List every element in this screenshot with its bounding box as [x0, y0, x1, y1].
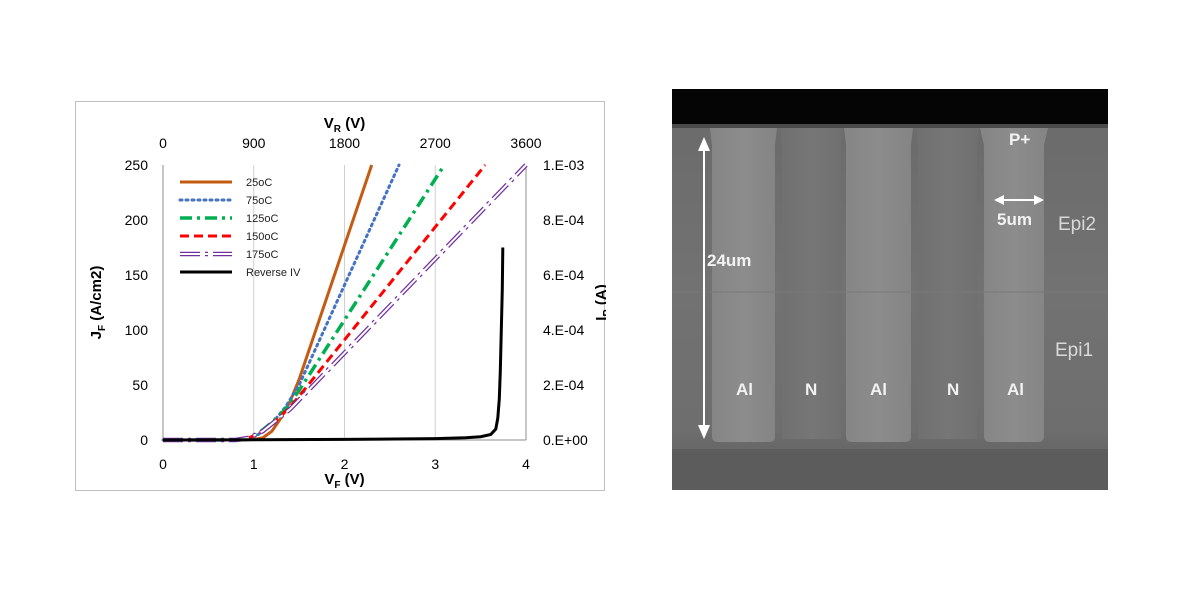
- y2-axis-title: IR (A): [593, 284, 606, 320]
- width-arrow-head-right: [1034, 195, 1044, 205]
- depth-arrow-head-bottom: [698, 425, 710, 439]
- legend-label: 25oC: [246, 177, 272, 189]
- al-pillar: [844, 128, 913, 442]
- al-pillar: [980, 128, 1048, 442]
- y2-tick-label: 4.E-04: [543, 322, 584, 338]
- series-line: [162, 247, 505, 442]
- width-arrow-head-left: [994, 195, 1004, 205]
- y-axis-title: JF (A/cm2): [88, 266, 108, 340]
- y2-tick-label: 1.E-03: [543, 157, 584, 173]
- y2-tick-label: 2.E-04: [543, 377, 584, 393]
- y-tick-label: 100: [125, 322, 149, 338]
- y2-tick-label: 0.E+00: [543, 432, 588, 448]
- epi1-label: Epi1: [1055, 340, 1094, 361]
- legend-label: 150oC: [246, 231, 278, 243]
- iv-chart: 0 1 2 3 4 0 900 1800 2700 3600 0 50 100 150 200 250 0.E+…: [88, 115, 606, 491]
- sem-substrate-layer: [672, 449, 1108, 490]
- x-tick-label: 0: [159, 456, 167, 472]
- y2-tick-label: 8.E-04: [543, 212, 584, 228]
- p-plus-label: P+: [1009, 130, 1031, 149]
- x-tick-label: 2: [341, 456, 349, 472]
- al-label: Al: [870, 380, 887, 399]
- n-pillar: [916, 128, 979, 439]
- epi-boundary: [672, 291, 1108, 293]
- x-tick-label: 4: [522, 456, 530, 472]
- legend-label: Reverse IV: [246, 267, 301, 279]
- sem-top-dark-layer: [672, 89, 1108, 126]
- width-label: 5um: [997, 210, 1032, 229]
- n-label: N: [805, 380, 818, 399]
- y-tick-label: 250: [125, 157, 149, 173]
- x-axis-title: VF (V): [324, 471, 364, 491]
- sem-image-graphic: [672, 89, 1108, 490]
- iv-chart-panel: 0 1 2 3 4 0 900 1800 2700 3600 0 50 100 150 200 250 0.E+…: [75, 101, 606, 491]
- al-label: Al: [736, 380, 753, 399]
- legend-label: 175oC: [246, 249, 278, 261]
- legend-label: 125oC: [246, 213, 278, 225]
- x2-tick-label: 2700: [420, 135, 451, 151]
- x2-tick-label: 1800: [329, 135, 360, 151]
- y-tick-label: 150: [125, 267, 149, 283]
- x2-axis-title: VR (V): [324, 115, 365, 135]
- x2-tick-label: 3600: [510, 135, 541, 151]
- al-pillar: [710, 128, 777, 442]
- y-tick-label: 200: [125, 212, 149, 228]
- depth-arrow-head-top: [698, 137, 710, 151]
- x-tick-label: 3: [431, 456, 439, 472]
- n-label: N: [947, 380, 960, 399]
- x-tick-label: 1: [250, 456, 258, 472]
- epi2-label: Epi2: [1058, 214, 1097, 235]
- depth-label: 24um: [707, 251, 752, 270]
- series-line: [161, 163, 401, 442]
- legend-label: 75oC: [246, 195, 272, 207]
- x2-tick-label: 900: [242, 135, 266, 151]
- y-tick-label: 0: [140, 432, 148, 448]
- x2-tick-label: 0: [159, 135, 167, 151]
- al-label: Al: [1007, 380, 1024, 399]
- n-pillar: [780, 128, 843, 439]
- sem-cross-section-image: P+ 5um 24um Epi2 Epi1 Al N Al N Al: [672, 89, 1108, 490]
- y2-tick-label: 6.E-04: [543, 267, 584, 283]
- series-line: [163, 164, 446, 442]
- y-tick-label: 50: [132, 377, 148, 393]
